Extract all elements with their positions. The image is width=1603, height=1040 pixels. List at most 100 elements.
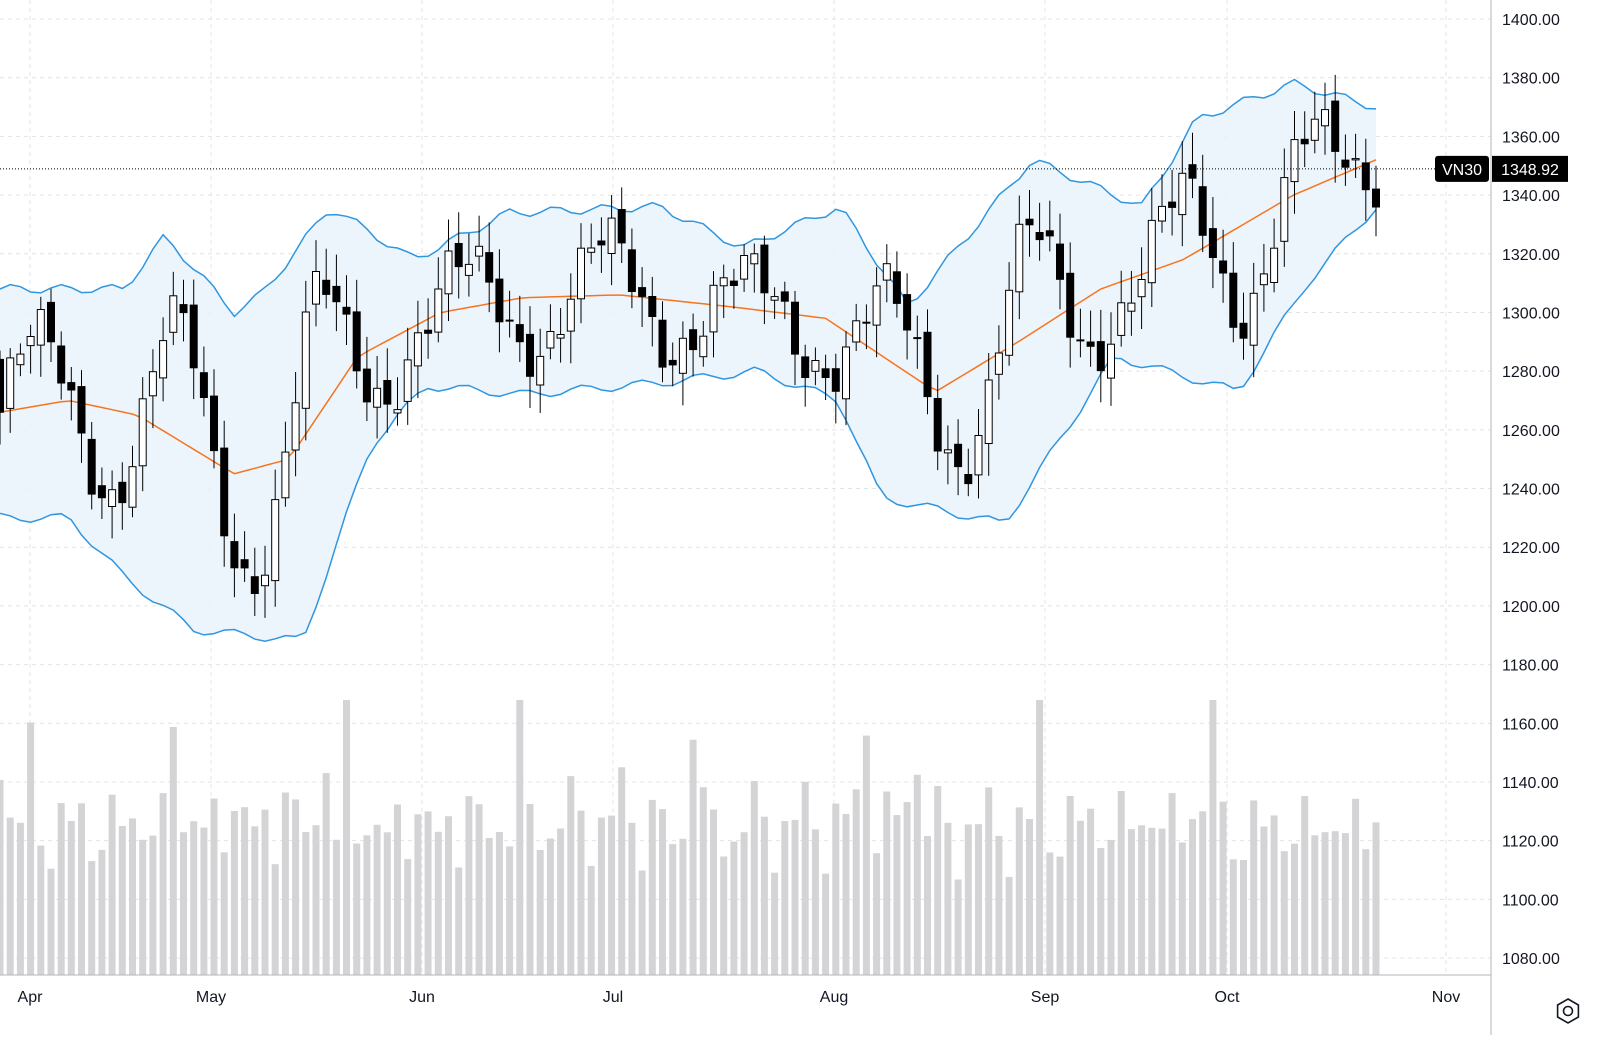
candle xyxy=(994,352,1003,375)
volume-bars xyxy=(0,700,1380,975)
time-tick-label: Jun xyxy=(409,989,435,1006)
volume-bar xyxy=(771,872,779,975)
volume-bar xyxy=(57,803,65,975)
volume-bar xyxy=(1301,796,1309,975)
time-axis[interactable]: Apr May Jun Jul Aug Sep Oct Nov xyxy=(18,989,1461,1006)
volume-bar xyxy=(251,826,259,975)
volume-bar xyxy=(159,793,167,975)
volume-bar xyxy=(873,853,881,975)
candle xyxy=(1127,302,1136,312)
candle xyxy=(169,295,178,333)
candle xyxy=(1321,109,1329,127)
volume-bar xyxy=(180,832,187,975)
candle xyxy=(617,209,626,244)
candle xyxy=(943,449,952,454)
volume-bar xyxy=(567,776,575,975)
candle xyxy=(261,574,269,587)
volume-bar xyxy=(475,804,483,975)
volume-bar xyxy=(1107,839,1115,975)
volume-bar xyxy=(1066,795,1074,975)
time-tick-label: Aug xyxy=(820,989,848,1006)
volume-bar xyxy=(1250,800,1258,975)
candle xyxy=(128,466,137,508)
bollinger-lower-band xyxy=(0,209,1377,642)
volume-bar xyxy=(811,829,819,975)
candle xyxy=(913,337,922,340)
volume-bar xyxy=(373,824,381,975)
candle xyxy=(271,499,280,582)
candle xyxy=(1137,279,1146,298)
volume-bar xyxy=(6,817,14,975)
price-tick-label: 1280.00 xyxy=(1502,364,1560,381)
time-tick-label: Oct xyxy=(1215,989,1240,1006)
volume-bar xyxy=(577,810,585,975)
volume-bar xyxy=(1321,832,1329,975)
volume-bar xyxy=(852,789,860,975)
price-tick-label: 1260.00 xyxy=(1502,423,1560,440)
volume-bar xyxy=(1148,827,1156,975)
candle xyxy=(77,386,86,434)
volume-bar xyxy=(903,802,911,975)
candle xyxy=(903,294,912,331)
price-tick-label: 1080.00 xyxy=(1502,951,1560,968)
candle xyxy=(1341,159,1350,168)
candle xyxy=(862,321,871,324)
volume-bar xyxy=(332,839,340,975)
volume-bar xyxy=(669,844,677,975)
volume-bar xyxy=(445,816,452,975)
volume-bar xyxy=(465,796,473,975)
candle xyxy=(577,247,585,300)
candle xyxy=(1259,273,1268,286)
candle xyxy=(1208,228,1217,259)
candle xyxy=(872,285,881,326)
candle xyxy=(485,252,494,283)
price-tick-label: 1120.00 xyxy=(1502,834,1559,851)
candle xyxy=(842,346,850,400)
candle xyxy=(760,244,769,294)
candle xyxy=(179,304,188,314)
volume-bar xyxy=(1168,793,1176,975)
candle xyxy=(148,371,157,397)
volume-bar xyxy=(1280,851,1288,975)
candle xyxy=(526,333,534,377)
volume-bar xyxy=(424,811,432,975)
candle xyxy=(536,355,545,386)
candlesticks[interactable] xyxy=(0,74,1380,618)
candle xyxy=(322,279,331,295)
volume-bar xyxy=(975,824,982,975)
candle xyxy=(719,277,728,287)
candle xyxy=(923,331,932,398)
candle xyxy=(1035,232,1044,241)
candle xyxy=(47,301,55,343)
candle xyxy=(1270,247,1279,283)
candle xyxy=(291,402,300,451)
volume-bar xyxy=(587,865,595,975)
last-price-value: 1348.92 xyxy=(1501,162,1559,179)
chart-settings-button[interactable] xyxy=(1551,994,1585,1028)
candle xyxy=(403,359,412,402)
symbol-badge xyxy=(1435,155,1489,182)
candle xyxy=(87,438,96,495)
candle xyxy=(546,331,555,349)
volume-bar xyxy=(710,809,717,975)
candle xyxy=(57,345,66,384)
candle xyxy=(852,320,861,343)
volume-bar xyxy=(383,832,391,975)
volume-bar xyxy=(924,836,931,975)
volume-bar xyxy=(659,809,666,975)
candle xyxy=(434,288,443,333)
price-tick-label: 1100.00 xyxy=(1502,892,1559,909)
volume-bar xyxy=(1046,852,1054,975)
candle xyxy=(1249,292,1258,346)
volume-bar xyxy=(1138,825,1146,975)
volume-bar xyxy=(740,832,748,975)
price-axis[interactable]: 1400.00 1380.00 1360.00 1340.00 1320.00 1300.… xyxy=(1502,12,1560,968)
volume-bar xyxy=(995,835,1003,975)
price-tick-label: 1220.00 xyxy=(1502,540,1560,557)
candle xyxy=(709,284,718,333)
volume-bar xyxy=(363,835,371,975)
candle xyxy=(1147,219,1156,284)
volume-bar xyxy=(526,804,534,975)
volume-bar xyxy=(241,807,249,975)
